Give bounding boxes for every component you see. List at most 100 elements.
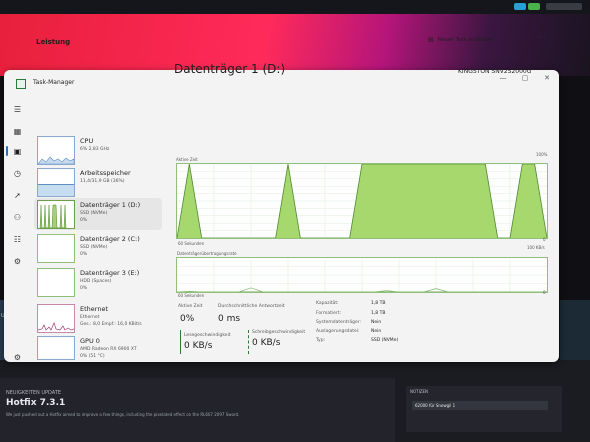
launcher-top-badge[interactable] (546, 3, 582, 10)
device-usage: Ges.: 8,0 Empf.: 16,0 KBit/s (80, 322, 142, 327)
close-button[interactable]: ✕ (544, 74, 550, 82)
window-title: Task-Manager (33, 79, 75, 86)
users-icon[interactable]: ⚇ (13, 213, 22, 222)
device-name: Datenträger 2 (C:) (80, 235, 140, 243)
window-controls: — ▢ ✕ (499, 74, 551, 82)
device-detail: SSD (NVMe) (80, 245, 108, 250)
write-speed-box (248, 330, 309, 354)
device-thumbnail (37, 234, 75, 263)
title-bar[interactable]: Task-Manager — ▢ ✕ (4, 70, 559, 96)
prop-formatted-value: 1,8 TB (371, 311, 386, 316)
disk-model: KINGSTON SNV2S2000G (458, 68, 532, 75)
device-name: Datenträger 3 (E:) (80, 269, 140, 277)
stat-response-value: 0 ms (218, 314, 241, 324)
launcher-banner (0, 14, 590, 76)
device-name: Arbeitsspeicher (80, 169, 131, 177)
active-time-max: 100% (536, 152, 548, 157)
transfer-x-label: 60 Sekunden (178, 293, 205, 298)
active-time-x-label: 60 Sekunden (178, 241, 205, 246)
prop-capacity-value: 1,8 TB (371, 301, 386, 306)
run-task-label: Neuen Task ausführen (437, 37, 494, 43)
hamburger-menu-icon[interactable]: ☰ (13, 105, 22, 114)
stat-write-value: 0 KB/s (252, 338, 281, 348)
device-detail: SSD (NVMe) (80, 211, 108, 216)
prop-type-value: SSD (NVMe) (371, 338, 399, 343)
launcher-top-badge[interactable] (514, 3, 526, 10)
transfer-rate-chart (176, 257, 548, 293)
active-time-zero: 0 (543, 237, 546, 242)
device-thumbnail (37, 200, 75, 229)
notes-label: NOTIZEN (410, 389, 429, 394)
device-name: Ethernet (80, 305, 108, 313)
stat-read-label: Lesegeschwindigkeit (184, 333, 231, 338)
maximize-button[interactable]: ▢ (521, 74, 529, 82)
transfer-zero: 0 (543, 290, 546, 295)
device-thumbnail (37, 168, 75, 197)
stat-active-time-value: 0% (180, 314, 195, 324)
launcher-notes: NOTIZEN 62000 für Snowgil 1 (406, 386, 562, 432)
performance-icon[interactable]: ▣ (13, 147, 22, 156)
device-ethernet[interactable]: Ethernet Ethernet Ges.: 8,0 Empf.: 16,0 … (34, 302, 162, 334)
device-thumbnail (37, 268, 75, 297)
stat-response-label: Durchschnittliche Antwortzeit (218, 304, 285, 309)
details-icon[interactable]: ☷ (13, 235, 22, 244)
device-detail: 6% 2,83 GHz (80, 147, 110, 152)
task-manager-app-icon (16, 79, 26, 89)
section-title: Leistung (36, 38, 71, 46)
device-gpu[interactable]: GPU 0 AMD Radeon RX 6900 XT 0% (51 °C) (34, 334, 162, 360)
app-history-icon[interactable]: ◷ (14, 169, 21, 178)
run-new-task-button[interactable]: ⊞ Neuen Task ausführen (428, 36, 493, 44)
prop-type-label: Typ: (316, 338, 326, 343)
active-time-chart-plot (177, 164, 547, 238)
device-name: GPU 0 (80, 337, 100, 345)
transfer-chart-label: Datenträgerübertragungsrate (177, 251, 237, 256)
device-usage: 0% (51 °C) (80, 354, 105, 359)
stat-write-label: Schreibgeschwindigkeit (252, 330, 306, 335)
active-time-chart (176, 163, 548, 239)
transfer-rate-chart-plot (177, 258, 547, 292)
run-task-icon: ⊞ (428, 36, 434, 44)
read-speed-box (180, 330, 241, 354)
minimize-button[interactable]: — (499, 74, 507, 82)
stat-read-value: 0 KB/s (184, 341, 213, 351)
device-detail: Ethernet (80, 315, 100, 320)
device-name: Datenträger 1 (D:) (80, 201, 141, 209)
prop-page-file-value: Nein (371, 329, 382, 334)
device-detail: AMD Radeon RX 6900 XT (80, 347, 137, 352)
device-thumbnail (37, 336, 75, 360)
nav-rail: ☰ ▦ ▣ ◷ ➚ ⚇ ☷ ⚙ ⚙ (4, 96, 32, 362)
notes-message[interactable]: 62000 für Snowgil 1 (412, 401, 548, 410)
device-usage: 0% (80, 252, 88, 257)
news-label: NEUIGKEITEN UPDATE (6, 390, 62, 396)
active-time-series-area (177, 164, 547, 238)
device-usage: 0% (80, 218, 88, 223)
prop-system-disk-value: Nein (371, 320, 382, 325)
device-detail: 11,4/31,9 GB (36%) (80, 179, 125, 184)
prop-page-file-label: Auslagerungsdatei: (316, 329, 360, 334)
services-icon[interactable]: ⚙ (13, 257, 22, 266)
nav-active-indicator (6, 146, 8, 156)
disk-title: Datenträger 1 (D:) (174, 62, 286, 76)
active-time-chart-label: Aktive Zeit (176, 157, 198, 162)
device-name: CPU (80, 137, 94, 145)
launcher-top-bar (0, 0, 590, 14)
processes-icon[interactable]: ▦ (13, 127, 22, 136)
device-disk-3[interactable]: Datenträger 3 (E:) HDD (Spaces) 0% (34, 266, 162, 298)
device-usage: 0% (80, 286, 88, 291)
more-options-button[interactable]: ··· (538, 33, 546, 42)
device-cpu[interactable]: CPU 6% 2,83 GHz (34, 134, 162, 166)
device-disk-1[interactable]: Datenträger 1 (D:) SSD (NVMe) 0% (34, 198, 162, 230)
launcher-top-badge[interactable] (528, 3, 540, 10)
startup-apps-icon[interactable]: ➚ (14, 191, 21, 200)
prop-capacity-label: Kapazität: (316, 301, 339, 306)
launcher-news[interactable]: NEUIGKEITEN UPDATE Hotfix 7.3.1 We just … (0, 378, 395, 442)
settings-icon[interactable]: ⚙ (13, 353, 22, 362)
device-memory[interactable]: Arbeitsspeicher 11,4/31,9 GB (36%) (34, 166, 162, 198)
device-disk-2[interactable]: Datenträger 2 (C:) SSD (NVMe) 0% (34, 232, 162, 264)
device-thumbnail (37, 304, 75, 333)
news-text: We just pushed out a Hotfix aimed to imp… (6, 412, 240, 417)
device-thumbnail (37, 136, 75, 165)
prop-system-disk-label: Systemdatenträger: (316, 320, 362, 325)
news-title[interactable]: Hotfix 7.3.1 (6, 398, 66, 408)
transfer-max: 100 KB/s (527, 245, 545, 250)
